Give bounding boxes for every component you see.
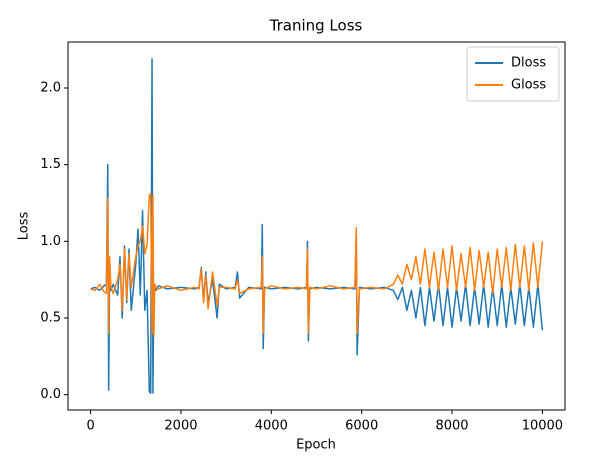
y-tick-label: 0.5 [40,311,61,326]
legend-label: Dloss [511,56,546,71]
y-tick-label: 1.0 [40,234,61,249]
x-tick-label: 6000 [345,419,378,434]
data-line [90,58,544,394]
chart-title: Traning Loss [269,17,363,35]
legend-label: Gloss [511,78,546,93]
y-tick-label: 0.0 [40,387,61,402]
x-tick-label: 4000 [255,419,288,434]
x-tick-label: 8000 [435,419,468,434]
x-axis-label: Epoch [296,438,336,453]
x-tick-label: 2000 [164,419,197,434]
y-tick-label: 1.5 [40,157,61,172]
y-axis-label: Loss [17,212,32,241]
plot-frame [67,41,566,411]
legend-box [466,46,560,102]
x-tick-label: 10000 [522,419,563,434]
y-tick-label: 2.0 [40,81,61,96]
data-line [90,193,544,338]
x-tick-label: 0 [86,419,94,434]
